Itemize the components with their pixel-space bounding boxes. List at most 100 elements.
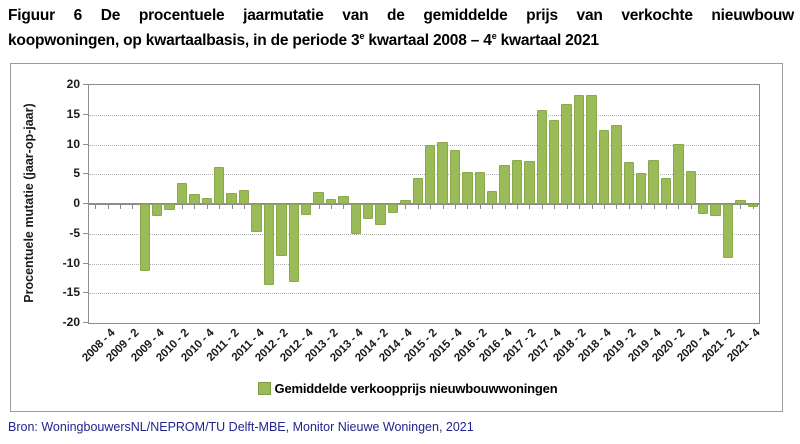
bar-2019-2 [623,162,634,204]
category-tick [665,205,667,209]
bar-2021-4 [747,204,758,207]
category-tick [653,205,655,209]
y-axis-title: Procentuele mutatie (jaar-op-jaar) [22,103,36,303]
bar-2012-4 [300,204,312,215]
category-tick [455,205,457,209]
y-tick-label-20: 20 [66,77,80,91]
bar-2010-4 [201,198,213,204]
y-axis-tick [83,292,88,294]
bar-2014-3 [387,204,399,213]
category-tick [479,205,481,209]
y-tick-label--10: -10 [62,255,80,270]
bar-2010-2 [176,183,188,204]
category-tick [107,205,109,209]
category-tick [603,205,605,209]
bar-2016-2 [474,171,486,204]
bar-2019-1 [611,125,622,204]
category-tick [678,205,680,209]
bar-2010-3 [189,193,200,204]
legend-swatch [257,382,271,395]
y-axis-tick [83,262,88,264]
category-tick [219,205,221,209]
bar-2014-2 [375,204,386,225]
y-axis-tick [83,84,88,85]
category-tick [492,205,494,209]
bar-2011-3 [238,189,250,204]
bar-2018-1 [561,104,572,204]
bar-2019-3 [635,173,647,204]
category-tick [442,205,444,209]
figure-title-line1: Figuur 6 De procentuele jaarmutatie van … [8,7,794,24]
category-tick [430,205,432,209]
source-note: Bron: WoningbouwersNL/NEPROM/TU Delft-MB… [8,420,474,434]
title-text: kwartaal 2008 – 4 [364,32,492,49]
category-tick [690,205,692,209]
category-tick [616,205,618,209]
y-tick-label--15: -15 [62,285,80,300]
bar-2012-2 [276,204,287,257]
category-tick [467,205,469,209]
y-axis-tick [83,113,88,115]
category-tick [330,205,332,209]
gridline--15 [89,293,759,295]
category-tick [504,205,506,209]
bar-2019-4 [648,159,659,204]
gridline-5 [89,174,759,176]
category-tick [641,205,643,209]
bar-2014-1 [362,204,374,219]
bar-2018-3 [586,95,597,204]
bar-2011-1 [214,167,225,204]
category-tick [628,205,630,209]
bar-2013-1 [313,192,324,204]
bar-2020-3 [685,171,696,204]
bar-2009-4 [152,204,163,217]
bar-2010-1 [164,204,175,210]
category-tick [231,205,233,209]
category-tick [244,205,246,209]
bar-2017-3 [536,109,548,204]
bar-2009-3 [139,204,151,271]
category-tick [194,205,196,209]
category-tick [740,205,742,209]
zero-axis-line [89,203,759,205]
category-tick [120,205,122,209]
y-tick-label-0: 0 [73,196,80,210]
bar-2016-4 [499,165,510,204]
bar-2013-2 [325,198,337,204]
y-tick-label--20: -20 [62,315,80,329]
y-axis-tick [83,143,88,145]
bar-2013-4 [350,204,361,234]
title-text: koopwoningen, op kwartaalbasis, in de pe… [8,32,360,49]
bar-2015-4 [449,150,461,204]
category-tick [517,205,519,209]
bar-2016-1 [462,171,473,204]
y-tick-label-15: 15 [66,106,80,121]
bar-2018-4 [598,130,610,204]
category-tick [554,205,556,209]
bar-2020-2 [673,143,684,204]
bar-2011-4 [251,204,262,232]
y-tick-label-10: 10 [66,136,80,151]
bar-2012-3 [288,204,299,282]
gridline--10 [89,263,759,265]
category-tick [405,205,407,209]
category-tick [343,205,345,209]
category-tick [591,205,593,209]
bar-2015-1 [412,177,423,204]
category-tick [182,205,184,209]
bar-2021-3 [735,199,746,204]
bar-2016-3 [487,190,498,204]
category-tick [318,205,320,209]
bar-2012-1 [263,204,275,285]
y-axis-tick [83,203,88,204]
category-tick [579,205,581,209]
legend: Gemiddelde verkoopprijs nieuwbouwwoninge… [10,381,781,396]
bar-2017-4 [549,119,560,204]
y-tick-label-5: 5 [73,166,80,181]
bar-2021-1 [710,204,721,217]
category-tick [206,205,208,209]
title-text: kwartaal 2021 [496,32,599,49]
bar-2015-3 [437,142,448,204]
bar-2017-2 [524,161,535,204]
